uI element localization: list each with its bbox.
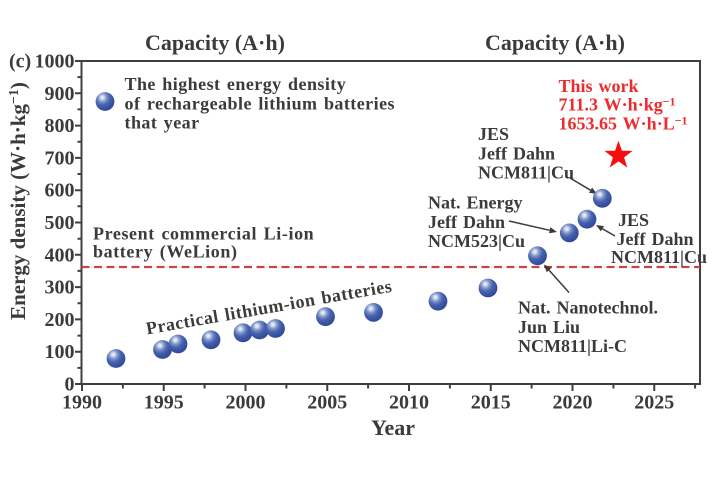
svg-text:2000: 2000 [226,392,266,414]
svg-text:Jeff Dahn: Jeff Dahn [478,144,555,164]
svg-text:Nat. Energy: Nat. Energy [428,193,523,213]
svg-text:1653.65 W·h·L−1: 1653.65 W·h·L−1 [559,114,688,134]
svg-text:NCM811|Cu: NCM811|Cu [478,163,574,183]
svg-text:This work: This work [559,76,639,96]
svg-text:900: 900 [45,83,75,105]
svg-text:NCM811|Cu: NCM811|Cu [611,247,707,267]
svg-text:of rechargeable lithium batter: of rechargeable lithium batteries [125,94,395,114]
svg-text:300: 300 [45,277,75,299]
svg-text:Energy density (W·h·kg−1): Energy density (W·h·kg−1) [6,82,30,320]
svg-text:Jeff Dahn: Jeff Dahn [617,229,694,249]
svg-text:2015: 2015 [471,392,511,414]
svg-text:Capacity (A·h): Capacity (A·h) [485,30,625,55]
svg-text:100: 100 [45,341,75,363]
svg-text:2020: 2020 [553,392,593,414]
svg-text:800: 800 [45,115,75,137]
svg-text:1990: 1990 [62,392,102,414]
svg-text:battery (WeLion): battery (WeLion) [93,242,238,263]
svg-text:Jun Liu: Jun Liu [518,317,580,337]
svg-text:400: 400 [45,244,75,266]
svg-text:1000: 1000 [35,51,75,73]
svg-text:Year: Year [371,415,415,440]
svg-text:NCM811|Li-C: NCM811|Li-C [518,336,627,356]
svg-text:Jeff Dahn: Jeff Dahn [428,212,505,232]
svg-text:600: 600 [45,180,75,202]
svg-text:2005: 2005 [307,392,347,414]
svg-text:1995: 1995 [144,392,184,414]
svg-text:Capacity (A·h): Capacity (A·h) [145,30,285,55]
svg-text:(c): (c) [9,51,31,73]
svg-text:2010: 2010 [389,392,429,414]
svg-text:0: 0 [65,374,75,396]
svg-text:Present commercial Li-ion: Present commercial Li-ion [93,224,314,244]
svg-text:that year: that year [125,113,200,133]
svg-text:JES: JES [478,124,509,144]
svg-text:Nat. Nanotechnol.: Nat. Nanotechnol. [518,298,658,318]
svg-text:700: 700 [45,147,75,169]
svg-text:2025: 2025 [634,392,674,414]
svg-text:JES: JES [618,210,649,230]
svg-text:200: 200 [45,309,75,331]
svg-text:711.3 W·h·kg−1: 711.3 W·h·kg−1 [559,95,676,115]
svg-text:The highest energy density: The highest energy density [125,74,347,94]
svg-text:500: 500 [45,212,75,234]
svg-text:NCM523|Cu: NCM523|Cu [428,231,525,251]
